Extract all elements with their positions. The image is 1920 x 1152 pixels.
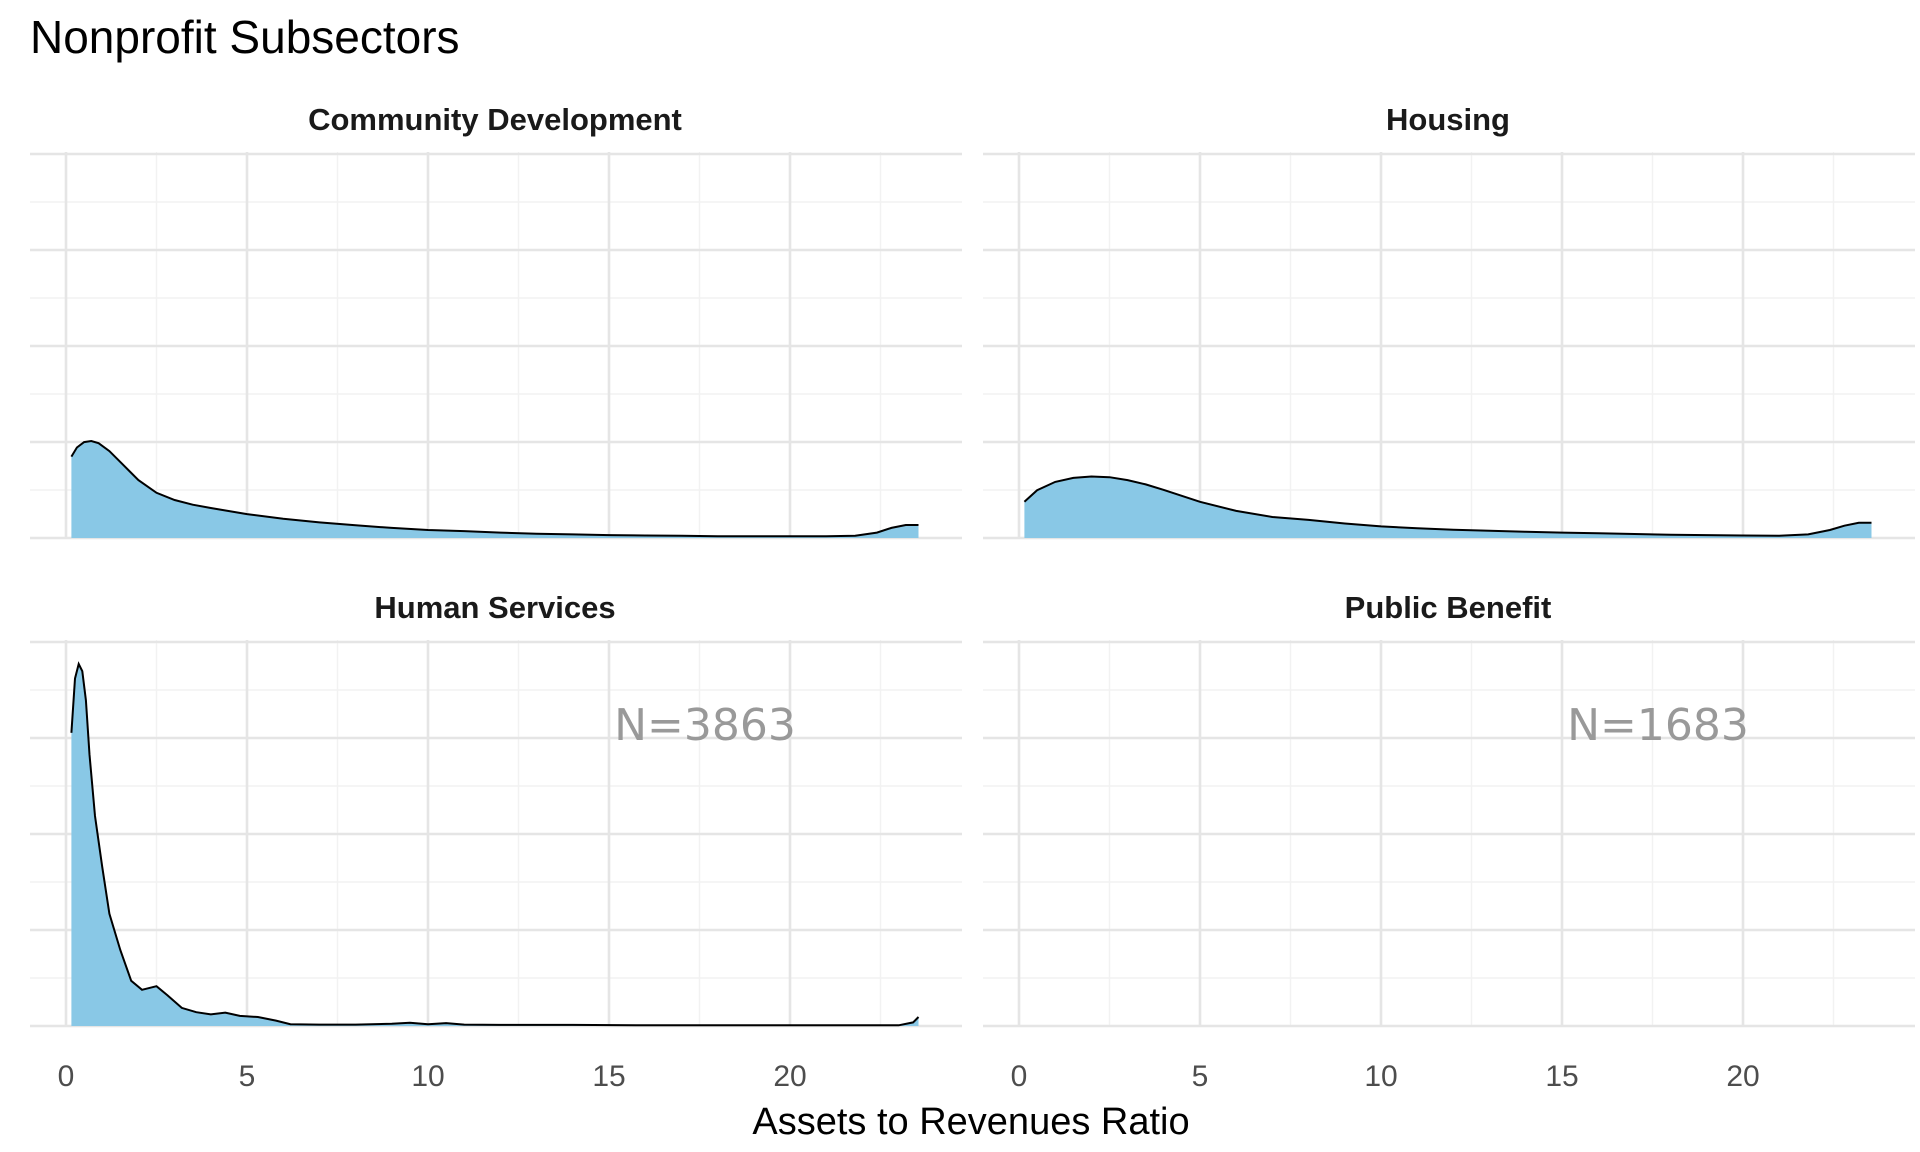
density-line bbox=[1023, 475, 1872, 537]
panel-4-strip-label: Public Benefit bbox=[1345, 590, 1552, 625]
x-tick-label: 10 bbox=[1364, 1060, 1397, 1093]
panel-4: N=1683 0 5 10 15 20 bbox=[983, 640, 1915, 1093]
panel-2-strip-label: Housing bbox=[1386, 102, 1510, 137]
density-line bbox=[70, 439, 919, 538]
panel-3: N=3863 0 5 10 15 20 bbox=[30, 640, 962, 1093]
density-area bbox=[71, 664, 919, 1026]
x-tick-label: 5 bbox=[239, 1060, 256, 1093]
density-area bbox=[1024, 476, 1872, 538]
x-axis-label: Assets to Revenues Ratio bbox=[752, 1101, 1189, 1143]
x-tick-label: 20 bbox=[773, 1060, 806, 1093]
x-tick-label: 10 bbox=[411, 1060, 444, 1093]
panel-1-strip-label: Community Development bbox=[308, 102, 682, 137]
x-tick-label: 20 bbox=[1726, 1060, 1759, 1093]
x-tick-label: 0 bbox=[58, 1060, 75, 1093]
panel-2 bbox=[983, 152, 1915, 540]
x-tick-label: 0 bbox=[1011, 1060, 1028, 1093]
panel-annotation: N=1683 bbox=[1567, 700, 1749, 751]
x-tick-label: 5 bbox=[1192, 1060, 1209, 1093]
chart-title: Nonprofit Subsectors bbox=[30, 11, 460, 63]
panel-1 bbox=[30, 152, 962, 540]
density-line bbox=[70, 661, 920, 1027]
panel-annotation: N=3863 bbox=[614, 700, 796, 751]
panel-3-strip-label: Human Services bbox=[374, 590, 615, 625]
x-tick-label: 15 bbox=[1545, 1060, 1578, 1093]
panels-layer: N=3863 0 5 10 15 20 N=1683 0 5 10 15 20 bbox=[30, 152, 1915, 1093]
density-area bbox=[71, 441, 919, 538]
x-tick-label: 15 bbox=[592, 1060, 625, 1093]
